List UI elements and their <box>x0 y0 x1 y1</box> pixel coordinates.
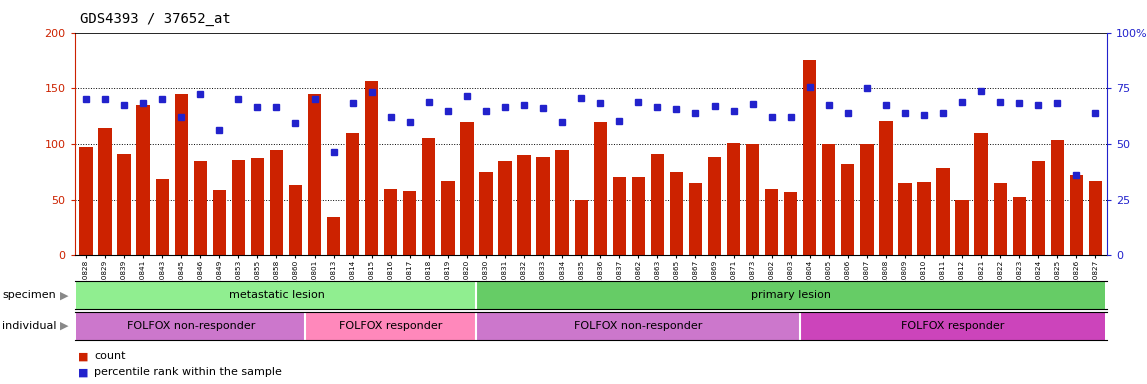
Text: FOLFOX responder: FOLFOX responder <box>340 321 443 331</box>
Bar <box>936 169 950 255</box>
Text: GDS4393 / 37652_at: GDS4393 / 37652_at <box>80 12 231 25</box>
Bar <box>593 122 607 255</box>
Text: ▶: ▶ <box>60 290 68 300</box>
Bar <box>117 154 131 255</box>
Bar <box>785 192 797 255</box>
Bar <box>632 177 645 255</box>
Bar <box>442 181 454 255</box>
Bar <box>365 81 379 255</box>
Bar <box>993 183 1007 255</box>
Text: FOLFOX non-responder: FOLFOX non-responder <box>575 321 702 331</box>
Bar <box>727 143 740 255</box>
Bar <box>537 157 549 255</box>
Bar <box>479 172 492 255</box>
Bar <box>327 217 341 255</box>
Bar <box>346 133 359 255</box>
Bar <box>99 128 111 255</box>
Bar <box>307 94 321 255</box>
Bar <box>841 164 855 255</box>
Text: individual: individual <box>2 321 57 331</box>
Bar <box>212 190 226 255</box>
Text: count: count <box>94 351 125 361</box>
Bar <box>194 161 206 255</box>
Bar <box>822 144 835 255</box>
Bar <box>650 154 664 255</box>
Bar <box>1070 175 1083 255</box>
Bar <box>746 144 759 255</box>
Bar <box>460 122 474 255</box>
Bar <box>860 144 874 255</box>
Text: metastatic lesion: metastatic lesion <box>228 290 325 300</box>
Bar <box>1089 181 1102 255</box>
Bar <box>670 172 684 255</box>
Bar <box>880 121 892 255</box>
Bar <box>403 191 416 255</box>
Text: ■: ■ <box>78 351 88 361</box>
Bar <box>270 149 283 255</box>
Bar <box>232 160 245 255</box>
Text: primary lesion: primary lesion <box>750 290 830 300</box>
Bar <box>765 189 779 255</box>
Bar <box>79 147 93 255</box>
Text: ▶: ▶ <box>60 321 68 331</box>
Bar <box>612 177 626 255</box>
Bar <box>898 183 912 255</box>
Bar <box>156 179 169 255</box>
Bar <box>289 185 302 255</box>
Bar <box>955 200 969 255</box>
Bar <box>136 105 150 255</box>
Text: ■: ■ <box>78 367 88 377</box>
Bar <box>975 133 988 255</box>
Bar <box>1051 139 1064 255</box>
Text: specimen: specimen <box>2 290 56 300</box>
Bar <box>803 61 817 255</box>
Bar <box>422 139 436 255</box>
Bar <box>498 161 512 255</box>
Bar <box>251 159 264 255</box>
Bar <box>918 182 930 255</box>
Bar <box>517 155 531 255</box>
Bar <box>384 189 397 255</box>
Bar <box>689 183 702 255</box>
Bar <box>1031 161 1045 255</box>
Bar <box>174 94 188 255</box>
Text: percentile rank within the sample: percentile rank within the sample <box>94 367 282 377</box>
Bar <box>555 149 569 255</box>
Text: FOLFOX non-responder: FOLFOX non-responder <box>126 321 255 331</box>
Bar <box>708 157 721 255</box>
Bar <box>575 200 588 255</box>
Bar <box>1013 197 1025 255</box>
Text: FOLFOX responder: FOLFOX responder <box>900 321 1005 331</box>
